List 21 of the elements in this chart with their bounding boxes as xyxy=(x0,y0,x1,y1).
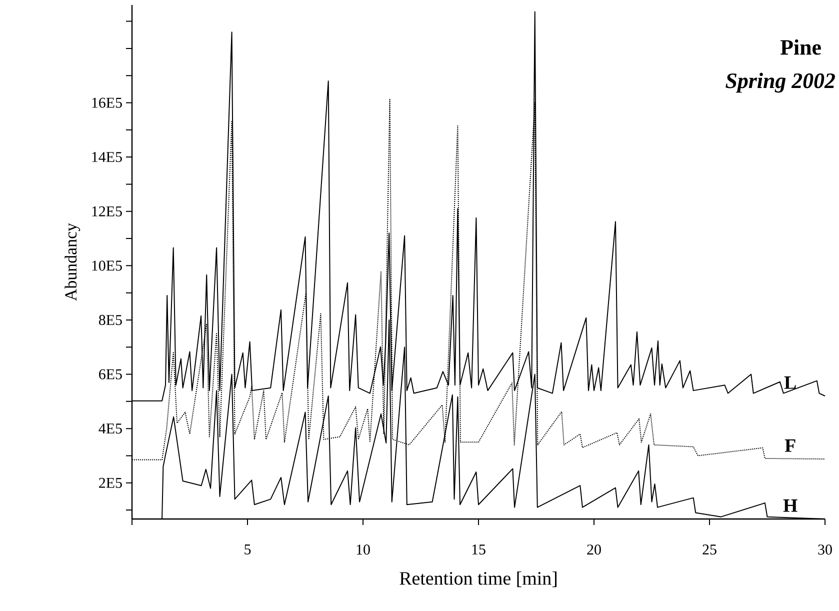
y-tick-label: 2E5 xyxy=(99,478,122,488)
series-label: F xyxy=(784,439,796,452)
x-tick-label: 5 xyxy=(244,544,251,554)
y-tick-label: 14E5 xyxy=(92,152,122,162)
y-tick-label: 16E5 xyxy=(92,98,122,108)
y-tick-label: 10E5 xyxy=(92,260,122,271)
x-tick-label: 15 xyxy=(472,544,486,555)
y-tick-label: 8E5 xyxy=(98,314,122,326)
x-tick-label: 20 xyxy=(587,544,601,555)
y-axis-title: Abundancy xyxy=(64,223,80,301)
y-tick-label: 4E5 xyxy=(98,424,122,434)
x-tick-label: 30 xyxy=(818,544,832,555)
x-tick-label: 25 xyxy=(702,544,716,555)
x-tick-label: 10 xyxy=(356,544,370,555)
text: Pine xyxy=(780,39,821,55)
y-tick-label: 12E5 xyxy=(92,206,122,216)
y-tick-label: 6E5 xyxy=(99,369,122,380)
text: Spring 2002 xyxy=(726,72,835,93)
series-label: L xyxy=(784,376,796,389)
series-label: H xyxy=(783,499,798,512)
x-axis-title: Retention time [min] xyxy=(400,571,557,588)
